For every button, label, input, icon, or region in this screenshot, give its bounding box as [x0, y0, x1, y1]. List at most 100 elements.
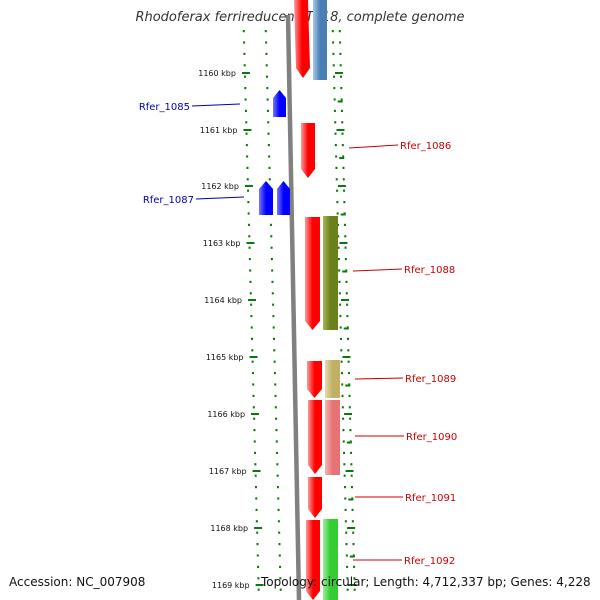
- ruler-dot: [333, 98, 336, 101]
- ruler-dot: [268, 166, 271, 169]
- gene-label: Rfer_1090: [406, 432, 457, 443]
- gene-label: Rfer_1088: [404, 265, 455, 276]
- ruler-dot: [336, 201, 339, 204]
- ruler-dot: [249, 280, 252, 283]
- major-tick-left: [254, 527, 263, 529]
- ruler-dot: [278, 543, 281, 546]
- gene-label: Rfer_1086: [400, 141, 451, 152]
- ruler-dot: [340, 349, 343, 352]
- ruler-dot: [350, 474, 353, 477]
- ruler-dot: [271, 292, 274, 295]
- cog-bar-khaki: [325, 360, 340, 398]
- ruler-dot: [353, 588, 356, 591]
- ruler-dot: [344, 508, 347, 511]
- major-tick-left: [251, 413, 260, 415]
- ruler-dot: [244, 98, 247, 101]
- ruler-dot: [341, 121, 344, 124]
- cog-bar-green: [323, 519, 338, 600]
- ruler-dot: [247, 189, 250, 192]
- ruler-dot: [336, 189, 339, 192]
- ruler-dot: [334, 132, 337, 135]
- ruler-dot: [337, 246, 340, 249]
- ruler-dot: [338, 269, 341, 272]
- ruler-dot: [332, 41, 335, 44]
- gene-leader-line: [195, 196, 245, 200]
- ruler-dot: [338, 30, 341, 33]
- ruler-dot: [245, 144, 248, 147]
- major-tick-right: [334, 72, 343, 74]
- cds-rfer-1087-b: [277, 181, 290, 215]
- gene-label: Rfer_1089: [405, 374, 456, 385]
- ruler-dot: [266, 98, 269, 101]
- ruler-dot: [273, 337, 276, 340]
- ruler-dot: [349, 429, 352, 432]
- ruler-dot: [265, 52, 268, 55]
- tick-label: 1169 kbp: [212, 581, 250, 590]
- ruler-dot: [340, 98, 343, 101]
- ruler-dot: [350, 486, 353, 489]
- major-tick-right: [339, 242, 348, 244]
- ruler-dot: [276, 474, 279, 477]
- ruler-dot: [272, 315, 275, 318]
- ruler-dot: [335, 166, 338, 169]
- ruler-dot: [339, 41, 342, 44]
- cds-partial-top: [294, 0, 310, 78]
- cds-rfer-1089: [307, 361, 322, 398]
- ruler-dot: [344, 246, 347, 249]
- ruler-dot: [343, 201, 346, 204]
- major-tick-left: [241, 72, 250, 74]
- ruler-dot: [345, 280, 348, 283]
- ruler-dot: [351, 520, 354, 523]
- minor-tick-right: [340, 213, 346, 216]
- ruler-dot: [274, 383, 277, 386]
- ruler-dot: [276, 451, 279, 454]
- ruler-dot: [251, 372, 254, 375]
- ruler-dot: [276, 463, 279, 466]
- ruler-dot: [276, 486, 279, 489]
- gene-label: Rfer_1085: [139, 102, 190, 113]
- gene-leader-line: [191, 103, 241, 107]
- ruler-dot: [340, 360, 343, 363]
- tick-label: 1165 kbp: [206, 353, 244, 362]
- ruler-dot: [335, 178, 338, 181]
- ruler-dot: [332, 64, 335, 67]
- ruler-dot: [265, 41, 268, 44]
- accession-label: Accession: NC_007908: [9, 575, 146, 589]
- ruler-dot: [243, 41, 246, 44]
- ruler-dot: [270, 235, 273, 238]
- minor-tick-right: [339, 157, 345, 159]
- cds-rfer-1088: [305, 217, 320, 330]
- ruler-dot: [341, 394, 344, 397]
- ruler-dot: [347, 337, 350, 340]
- major-tick-right: [348, 584, 357, 586]
- tick-label: 1164 kbp: [204, 296, 242, 305]
- genome-summary: Topology: circular; Length: 4,712,337 bp…: [261, 575, 591, 589]
- ruler-dot: [247, 212, 250, 215]
- ruler-dots-inner-left: [264, 30, 282, 591]
- ruler-dot: [337, 235, 340, 238]
- ruler-dot: [353, 577, 356, 580]
- tick-label: 1166 kbp: [207, 410, 245, 419]
- ruler-dot: [245, 132, 248, 135]
- ruler-dot: [344, 235, 347, 238]
- ruler-dot: [346, 315, 349, 318]
- ruler-dot: [275, 440, 278, 443]
- ruler-dot: [340, 337, 343, 340]
- ruler-dot: [351, 508, 354, 511]
- ruler-dot: [339, 315, 342, 318]
- ruler-dot: [248, 235, 251, 238]
- ruler-dot: [339, 303, 342, 306]
- ruler-dot: [250, 326, 253, 329]
- ruler-dot: [253, 440, 256, 443]
- ruler-dot: [334, 144, 337, 147]
- ruler-dot: [273, 372, 276, 375]
- ruler-dot: [342, 166, 345, 169]
- major-tick-right: [344, 413, 353, 415]
- ruler-dot: [341, 144, 344, 147]
- ruler-dot: [345, 543, 348, 546]
- ruler-dot: [350, 463, 353, 466]
- ruler-dots-inner-right: [331, 30, 349, 591]
- ruler-dot: [243, 64, 246, 67]
